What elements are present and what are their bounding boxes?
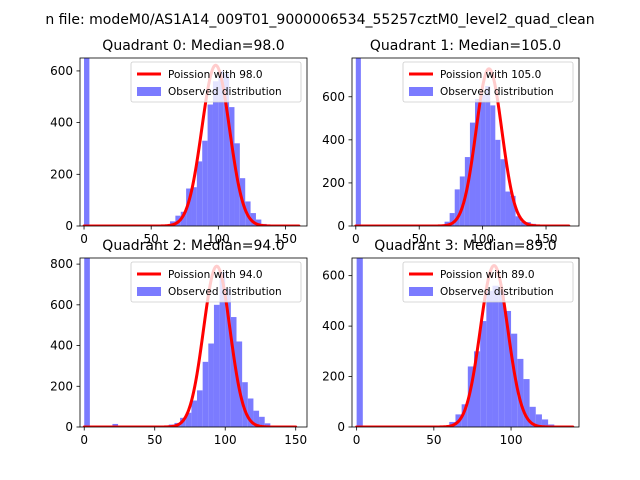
histogram-bar [197, 390, 203, 427]
histogram-bar [495, 140, 500, 226]
histogram-bar [84, 258, 90, 427]
x-tick-label: 0 [80, 433, 88, 447]
subplot-quadrant-2: 0 50 100 150 0 200 400 600 800 Quadrant 2: Median… [50, 238, 307, 447]
histogram-bar [84, 58, 89, 226]
y-tick-label: 200 [322, 176, 345, 190]
subplot-title: Quadrant 1: Median=105.0 [370, 38, 561, 54]
legend-observed-label: Observed distribution [440, 86, 554, 98]
y-tick-label: 200 [50, 167, 73, 181]
histogram-bar [485, 86, 490, 226]
legend: Poission with 94.0 Observed distribution [131, 262, 301, 302]
histogram-bar [486, 291, 492, 427]
histogram-bar [480, 95, 485, 226]
y-tick-label: 600 [50, 298, 73, 312]
y-tick-label: 200 [50, 379, 73, 393]
histogram-bar [357, 258, 363, 427]
y-tick-label: 0 [65, 219, 73, 233]
x-tick-label: 0 [80, 232, 88, 246]
x-tick-label: 50 [426, 433, 441, 447]
x-tick-label: 100 [500, 433, 523, 447]
y-tick-label: 400 [322, 133, 345, 147]
x-tick-label: 150 [284, 433, 307, 447]
legend-observed-swatch [137, 87, 161, 96]
figure: n file: modeM0/AS1A14_009T01_9000006534_… [0, 0, 640, 480]
figure-suptitle: n file: modeM0/AS1A14_009T01_9000006534_… [45, 12, 594, 28]
legend-observed-label: Observed distribution [168, 286, 282, 298]
legend-observed-label: Observed distribution [168, 86, 282, 98]
y-tick-label: 200 [322, 370, 345, 384]
legend-observed-swatch [409, 287, 433, 296]
y-tick-label: 600 [322, 90, 345, 104]
subplot-quadrant-1: 0 50 100 150 0 200 400 600 Quadrant 1: Median=10… [322, 38, 579, 246]
y-tick-label: 400 [50, 116, 73, 130]
y-tick-label: 0 [65, 420, 73, 434]
histogram-bar [197, 161, 202, 226]
subplot-title: Quadrant 2: Median=94.0 [102, 238, 284, 254]
histogram-bar [505, 192, 510, 226]
legend-observed-swatch [137, 287, 161, 296]
legend-poisson-label: Poission with 98.0 [168, 69, 263, 81]
y-tick-label: 0 [337, 219, 345, 233]
y-tick-label: 600 [322, 269, 345, 283]
legend: Poission with 98.0 Observed distribution [131, 62, 301, 102]
legend: Poission with 105.0 Observed distribution [403, 62, 573, 102]
histogram-bar [191, 401, 197, 427]
legend-observed-label: Observed distribution [440, 286, 554, 298]
x-tick-label: 0 [353, 433, 361, 447]
y-tick-label: 800 [50, 257, 73, 271]
subplot-quadrant-3: 0 50 100 0 200 400 600 Quadrant 3: Median=89.0 P… [322, 238, 579, 447]
legend-poisson-label: Poission with 89.0 [440, 269, 535, 281]
subplot-quadrant-0: 0 50 100 150 0 200 400 600 Quadrant 0: Median=98… [50, 38, 307, 246]
histogram-bar [203, 362, 209, 427]
subplot-title: Quadrant 3: Median=89.0 [374, 238, 556, 254]
legend-poisson-label: Poission with 94.0 [168, 269, 263, 281]
histogram-bar [356, 58, 361, 226]
histogram-bar [214, 305, 220, 427]
y-tick-label: 0 [337, 420, 345, 434]
histogram-bar [208, 344, 214, 427]
legend: Poission with 89.0 Observed distribution [403, 262, 573, 302]
x-tick-label: 100 [214, 433, 237, 447]
legend-poisson-label: Poission with 105.0 [440, 69, 541, 81]
legend-observed-swatch [409, 87, 433, 96]
histogram-bar [493, 286, 499, 427]
histogram-bar [480, 321, 486, 427]
subplot-title: Quadrant 0: Median=98.0 [102, 38, 284, 54]
x-tick-label: 50 [147, 433, 162, 447]
histogram-bar [500, 159, 505, 226]
y-tick-label: 400 [50, 339, 73, 353]
histogram-bar [202, 141, 207, 226]
y-tick-label: 600 [50, 64, 73, 78]
y-tick-label: 400 [322, 319, 345, 333]
histogram-bar [490, 105, 495, 226]
histogram-bar [208, 105, 213, 226]
x-tick-label: 0 [352, 232, 360, 246]
histogram-bar [213, 81, 218, 226]
